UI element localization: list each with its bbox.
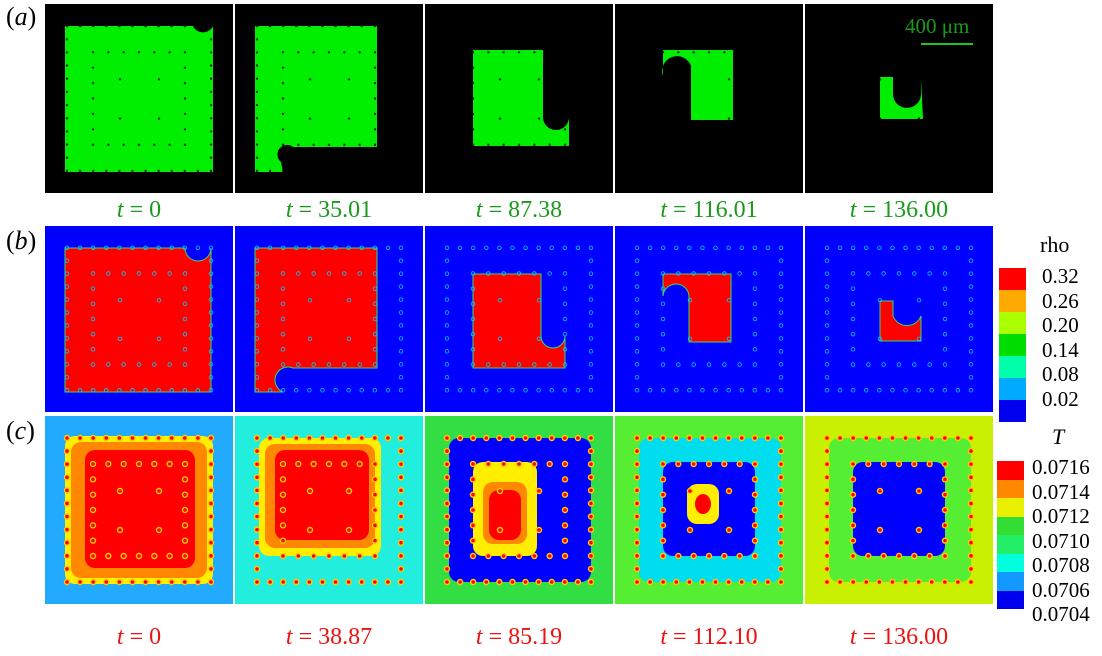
panel-c-3 xyxy=(425,416,613,604)
time-label-c-3: t = 85.19 xyxy=(475,624,563,650)
time-label-a-4: t = 116.01 xyxy=(660,197,758,223)
colorbar-swatch xyxy=(997,461,1024,480)
colorbar-swatch xyxy=(999,378,1026,400)
colorbar-swatch xyxy=(997,590,1024,609)
colorbar-swatch xyxy=(997,516,1024,535)
panel-c-2 xyxy=(235,416,423,604)
time-label-c-1: t = 0 xyxy=(116,624,162,650)
panel-b-4 xyxy=(615,226,803,412)
panel-a-4 xyxy=(615,4,803,193)
panel-b-2 xyxy=(235,226,423,412)
colorbar-swatch xyxy=(997,498,1024,517)
colorbar-tick-label: 0.14 xyxy=(1042,337,1079,362)
scale-bar-line xyxy=(921,43,973,45)
colorbar-swatch xyxy=(999,268,1026,290)
time-label-c-4: t = 112.10 xyxy=(660,624,758,650)
panel-a-2 xyxy=(235,4,423,193)
colorbar-tick-label: 0.08 xyxy=(1042,362,1079,386)
scale-bar-label: 400 μm xyxy=(905,14,970,38)
row-label-b: (b) xyxy=(6,226,37,255)
row-label-c: (c) xyxy=(6,416,35,445)
colorbar-tick-label: 0.0714 xyxy=(1032,479,1090,504)
colorbar-swatch xyxy=(997,572,1024,591)
colorbar-swatch xyxy=(999,400,1026,422)
panel-c-5 xyxy=(805,416,993,604)
colorbar-swatch xyxy=(999,356,1026,378)
time-label-a-5: t = 136.00 xyxy=(849,197,949,223)
panel-b-3 xyxy=(425,226,613,412)
colorbar-tick-label: 0.0716 xyxy=(1032,455,1090,479)
colorbar-tick-label: 0.0706 xyxy=(1032,577,1090,602)
colorbar-tick-label: 0.0712 xyxy=(1032,504,1090,528)
panel-b-5 xyxy=(805,226,993,412)
row-label-a: (a) xyxy=(6,2,37,31)
panel-a-5 xyxy=(805,4,993,193)
panel-a-1 xyxy=(45,4,233,193)
colorbar-swatch xyxy=(999,312,1026,334)
time-label-a-2: t = 35.01 xyxy=(285,197,373,223)
colorbar-swatch xyxy=(997,535,1024,554)
colorbar-tick-label: 0.0710 xyxy=(1032,528,1090,553)
colorbar-tick-label: 0.02 xyxy=(1042,386,1079,411)
colorbar-swatch xyxy=(999,334,1026,356)
time-label-a-3: t = 87.38 xyxy=(475,197,563,223)
colorbar-swatch xyxy=(999,290,1026,312)
colorbar-swatch xyxy=(997,553,1024,572)
panel-c-1 xyxy=(45,416,233,604)
colorbar-swatch xyxy=(997,479,1024,498)
colorbar-tick-label: 0.0704 xyxy=(1032,602,1090,626)
panel-c-4 xyxy=(615,416,803,604)
colorbar-tick-label: 0.32 xyxy=(1042,264,1079,288)
panel-b-1 xyxy=(45,226,233,412)
panel-a-3 xyxy=(425,4,613,193)
time-label-c-5: t = 136.00 xyxy=(849,624,949,650)
colorbar-T-title: T xyxy=(1052,424,1065,449)
colorbar-tick-label: 0.26 xyxy=(1042,288,1079,313)
colorbar-tick-label: 0.0708 xyxy=(1032,553,1090,577)
colorbar-tick-label: 0.20 xyxy=(1042,313,1079,337)
time-label-c-2: t = 38.87 xyxy=(285,624,373,650)
colorbar-rho-title: rho xyxy=(1040,232,1070,257)
time-label-a-1: t = 0 xyxy=(116,197,162,223)
